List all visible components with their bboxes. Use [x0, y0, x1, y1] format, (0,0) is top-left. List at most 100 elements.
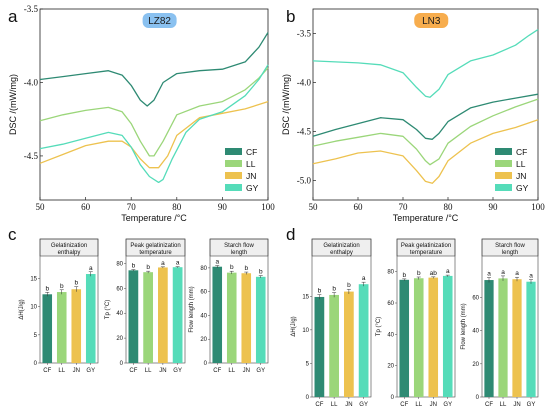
significance-letter: a [215, 259, 219, 266]
y-tick-label: 15 [302, 294, 309, 300]
x-tick-label: LL [145, 368, 152, 374]
bar-cf [212, 266, 223, 363]
panel-label-b: b [286, 7, 295, 26]
x-tick-label: 80 [172, 202, 182, 212]
y-tick-label: 80 [116, 261, 123, 267]
plot-frame [312, 8, 539, 201]
x-tick-label: 60 [81, 202, 91, 212]
x-tick-label: 90 [218, 202, 228, 212]
significance-letter: a [362, 275, 366, 282]
bar-ll [226, 272, 237, 363]
significance-letter: b [318, 288, 322, 295]
x-tick-label: 70 [399, 202, 409, 212]
y-tick-label: 0 [34, 361, 38, 367]
legend-swatch-gy [495, 184, 512, 191]
significance-letter: b [230, 264, 234, 271]
bar-cf [399, 279, 410, 397]
y-tick-label: 10 [30, 305, 37, 311]
dsc-chart-ln3: 50 60 70 80 90 100 -5.0 -4.5 -4.0 -3.5 Temperature… [281, 8, 545, 223]
y-tick-label: -4.0 [297, 77, 312, 87]
x-tick-label: GY [443, 402, 452, 408]
x-tick-label: GY [173, 368, 182, 374]
y-tick-label: -4.0 [24, 77, 39, 87]
sample-badge-label: LZ82 [148, 16, 171, 27]
bar-cf [42, 294, 53, 363]
significance-letter: a [529, 273, 533, 280]
significance-letter: a [176, 260, 180, 267]
y-tick-label: -4.5 [24, 151, 39, 161]
x-tick-label: CF [129, 368, 137, 374]
legend-label-jn: JN [246, 171, 256, 181]
y-tick-label: 10 [302, 328, 309, 334]
subplot-title: Peak gelatinization [130, 243, 180, 249]
x-tick-label: 90 [489, 202, 499, 212]
y-tick-label: 40 [200, 313, 207, 319]
bar-jn [241, 273, 252, 363]
legend-swatch-ll [495, 160, 512, 167]
y-tick-label: -3.5 [297, 28, 312, 38]
significance-letter: b [332, 286, 336, 293]
x-axis-label: Temperature /°C [121, 213, 187, 223]
x-tick-label: LL [58, 368, 65, 374]
legend-swatch-ll [225, 160, 242, 167]
legend-label-ll: LL [246, 159, 256, 169]
subplot-title: Peak gelatinization [401, 243, 451, 249]
bar-jn [344, 291, 354, 397]
bar-gy [526, 281, 536, 397]
subplot-frame [209, 238, 269, 364]
y-tick-label: 80 [200, 266, 207, 272]
significance-letter: ab [430, 270, 438, 277]
x-tick-label: 100 [531, 202, 545, 212]
y-tick-label: 0 [476, 395, 480, 401]
x-tick-label: GY [256, 368, 265, 374]
series-line-jn [39, 100, 269, 169]
x-tick-label: 70 [127, 202, 137, 212]
significance-letter: b [402, 272, 406, 279]
y-tick-label: 0 [391, 395, 395, 401]
significance-letter: b [45, 285, 49, 292]
x-tick-label: JN [73, 368, 80, 374]
x-tick-label: CF [43, 368, 51, 374]
x-tick-label: JN [513, 402, 520, 408]
sample-badge [142, 13, 177, 28]
y-tick-label: -4.5 [297, 126, 312, 136]
y-tick-label: 5 [34, 333, 38, 339]
y-tick-label: 60 [200, 290, 207, 296]
bar-gy [172, 267, 183, 363]
bar-jn [428, 277, 439, 397]
significance-letter: b [146, 264, 150, 271]
bar-gy [255, 276, 266, 363]
y-tick-label: 60 [116, 286, 123, 292]
x-tick-label: 50 [309, 202, 319, 212]
significance-letter: b [259, 269, 263, 276]
x-tick-label: JN [159, 368, 166, 374]
y-axis-label: DSC /(mW/mg) [8, 74, 18, 135]
bar-ll [143, 272, 153, 363]
x-tick-label: CF [315, 402, 323, 408]
y-axis-label: ΔH(J/g) [291, 316, 297, 336]
significance-letter: a [89, 265, 93, 272]
series-line-cf [312, 93, 539, 140]
x-tick-label: 50 [36, 202, 46, 212]
subplot-title: Gelatinization [323, 243, 359, 249]
bar-jn [512, 279, 522, 397]
x-tick-label: LL [228, 368, 235, 374]
x-tick-label: 100 [261, 202, 275, 212]
y-tick-label: -5.0 [297, 175, 312, 185]
panel-label-a: a [8, 7, 18, 26]
subplot-frame [311, 238, 372, 398]
significance-letter: a [515, 270, 519, 277]
bar-ll [56, 292, 67, 363]
series-line-ll [39, 67, 269, 157]
y-tick-label: 0 [120, 361, 124, 367]
series-line-gy [39, 64, 269, 184]
y-axis-label: DSC /(mW/mg) [281, 74, 291, 135]
y-axis-label: Flow length (mm) [461, 303, 467, 349]
subplot-title: temperature [410, 250, 443, 256]
y-tick-label: 0 [204, 361, 208, 367]
bar-jn [71, 289, 82, 363]
subplot-title: temperature [139, 250, 172, 256]
y-tick-label: 20 [387, 364, 394, 370]
x-axis-label: Temperature /°C [393, 213, 459, 223]
